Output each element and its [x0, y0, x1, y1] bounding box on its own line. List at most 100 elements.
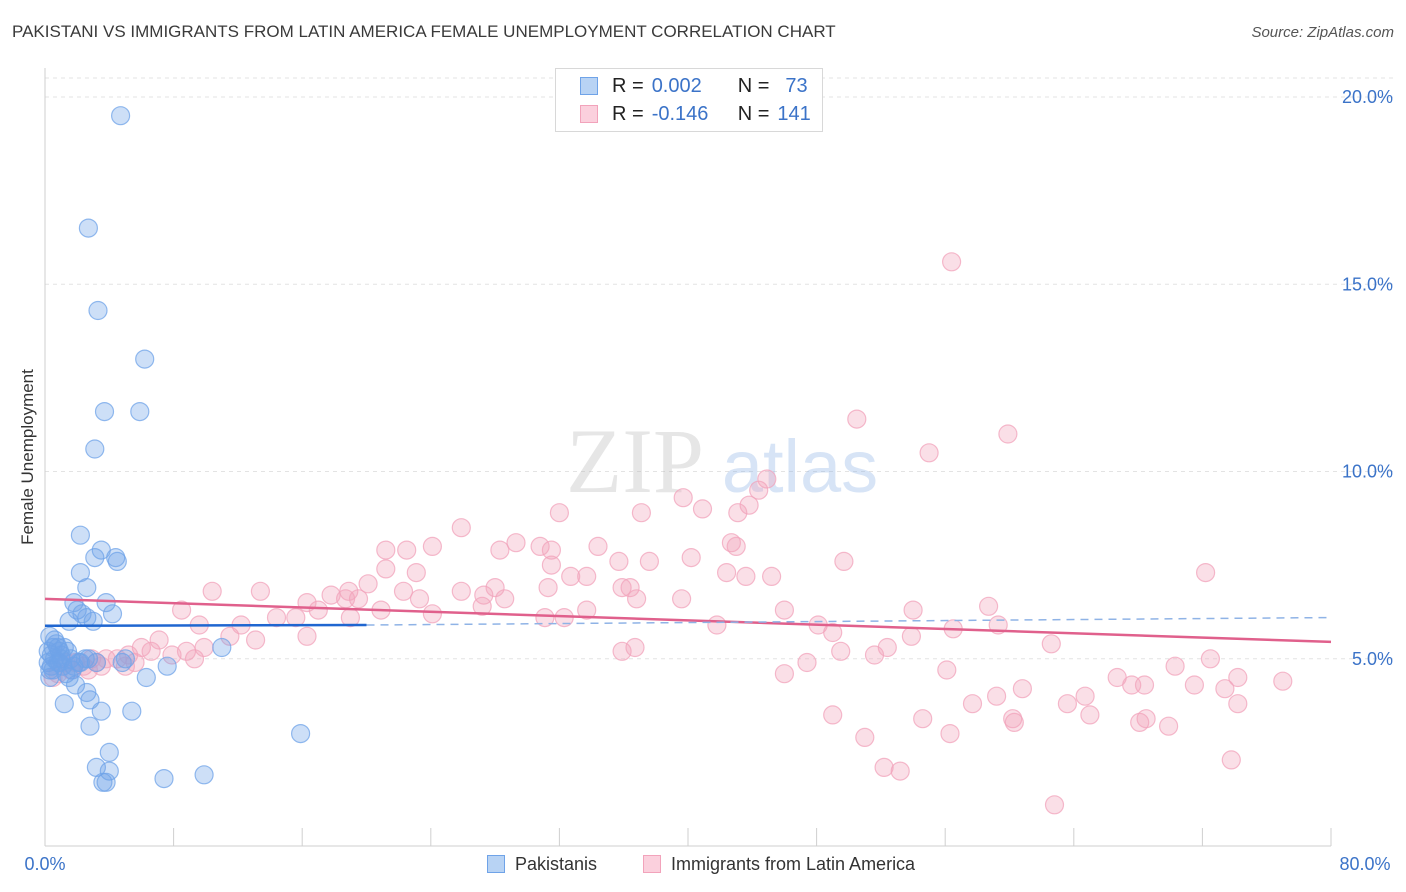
bottom-swatch-blue	[487, 855, 505, 873]
latin-america-point	[577, 566, 597, 587]
latin-america-point	[1041, 634, 1061, 654]
pakistani-point	[110, 106, 131, 126]
latin-america-point	[308, 600, 328, 620]
latin-america-point	[406, 562, 426, 583]
pakistani-point	[112, 652, 132, 673]
latin-america-point	[774, 664, 795, 684]
latin-america-point	[530, 536, 550, 557]
latin-america-point	[847, 409, 867, 429]
latin-america-point	[716, 562, 737, 583]
latin-america-point	[588, 536, 608, 557]
correlation-legend: R = 0.002 N = 73 R = -0.146 N = 141	[555, 68, 823, 132]
latin-america-point	[639, 551, 660, 572]
y-tick-labels: 5.0% 10.0% 15.0% 20.0%	[1342, 87, 1393, 669]
latin-america-point	[913, 709, 933, 729]
pakistani-point	[88, 300, 108, 321]
latin-america-point	[1075, 686, 1095, 706]
latin-america-point	[358, 574, 378, 594]
pakistani-point	[96, 772, 116, 792]
latin-america-point	[1228, 667, 1248, 688]
x-tick-label-max: 80.0%	[1339, 854, 1390, 874]
x-axis-ticks	[44, 828, 1332, 846]
legend-r-value: 0.002	[651, 74, 702, 97]
latin-america-point	[1122, 675, 1142, 695]
latin-america-point	[1012, 679, 1033, 699]
latin-america-points	[43, 252, 1293, 815]
source-credit: Source: ZipAtlas.com	[1251, 24, 1394, 41]
latin-america-point	[890, 761, 910, 781]
latin-america-point	[940, 723, 960, 744]
pakistani-point	[99, 761, 119, 781]
latin-america-point	[246, 630, 266, 650]
latin-america-point	[1221, 750, 1241, 770]
legend-n-label: N =	[737, 102, 770, 125]
latin-america-point	[1136, 709, 1156, 729]
pakistani-point	[136, 667, 156, 688]
latin-america-point	[1158, 716, 1179, 736]
pakistani-point	[102, 604, 123, 624]
latin-america-point	[266, 607, 287, 628]
legend-row-pakistanis: R = 0.002 N = 73	[580, 73, 808, 99]
latin-america-point	[1215, 679, 1235, 699]
latin-america-point	[472, 596, 492, 616]
trend-lines	[44, 597, 1332, 644]
latin-america-point	[376, 559, 396, 579]
latin-america-point	[1080, 705, 1100, 725]
latin-america-point	[728, 503, 748, 523]
pakistani-point	[130, 402, 150, 422]
latin-america-point	[612, 641, 632, 661]
latin-america-point	[1057, 694, 1078, 714]
pakistani-point	[59, 611, 79, 631]
pakistani-point	[96, 592, 116, 613]
latin-america-point	[506, 533, 526, 553]
latin-america-point	[1273, 671, 1293, 691]
bottom-legend-latin-america: Immigrants from Latin America	[643, 852, 915, 876]
legend-row-latin-america: R = -0.146 N = 141	[580, 101, 811, 127]
pakistani-point	[99, 742, 119, 763]
watermark-zip: ZIP	[566, 410, 704, 512]
pakistani-point	[291, 723, 311, 744]
legend-r-label: R =	[612, 102, 644, 125]
latin-america-point	[409, 589, 430, 609]
latin-america-point	[692, 499, 713, 519]
bottom-legend-label: Immigrants from Latin America	[671, 853, 916, 874]
pakistani-point	[54, 694, 74, 714]
latin-america-point	[986, 686, 1007, 706]
latin-america-point	[561, 566, 581, 587]
pakistani-point	[157, 656, 177, 676]
pakistani-point	[77, 607, 97, 628]
watermark: ZIP atlas	[566, 410, 878, 512]
bottom-swatch-pink	[643, 855, 661, 873]
latin-america-point	[631, 503, 652, 523]
legend-r-label: R =	[612, 74, 644, 97]
pakistani-point	[38, 641, 58, 661]
latin-america-point	[937, 660, 957, 680]
pakistani-point	[194, 765, 214, 785]
latin-america-point	[393, 581, 414, 601]
latin-america-point	[903, 600, 923, 620]
latin-america-point	[1200, 649, 1221, 669]
latin-america-point	[673, 488, 693, 508]
latin-america-point	[774, 600, 795, 620]
latin-america-point	[321, 585, 341, 605]
latin-america-point	[901, 626, 922, 646]
pakistani-trend-extension	[366, 616, 1332, 626]
pakistani-point	[135, 349, 155, 369]
latin-america-point	[220, 626, 240, 646]
latin-america-point	[549, 503, 570, 523]
legend-r-value: -0.146	[651, 102, 709, 125]
chart-title: PAKISTANI VS IMMIGRANTS FROM LATIN AMERI…	[12, 22, 836, 41]
legend-n-label: N =	[737, 74, 770, 97]
y-tick-label: 15.0%	[1342, 274, 1393, 294]
latin-america-point	[250, 581, 270, 601]
latin-america-point	[736, 566, 756, 587]
pakistani-point	[107, 551, 127, 572]
latin-america-point	[823, 622, 843, 643]
pakistani-trend-line	[44, 623, 367, 628]
latin-america-point	[681, 547, 701, 568]
latin-america-point	[451, 518, 471, 538]
legend-swatch-blue	[580, 77, 598, 95]
latin-america-point	[202, 581, 222, 601]
latin-america-point	[119, 645, 139, 665]
